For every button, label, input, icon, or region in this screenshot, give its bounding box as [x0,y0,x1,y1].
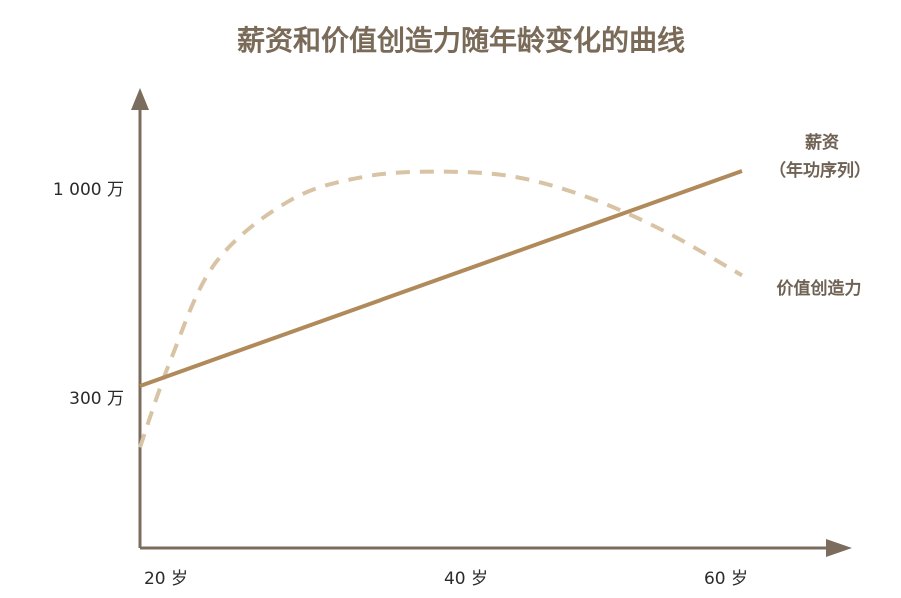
y-tick-label-1000: 1 000 万 [53,180,124,200]
x-tick-label-20: 20 岁 [144,569,188,589]
y-tick-label-300: 300 万 [69,389,124,409]
plot-area: 1 000 万 300 万 20 岁 40 岁 60 岁 薪资 （年功序列） 价… [53,88,871,589]
x-axis-arrow-icon [826,539,852,557]
chart-title: 薪资和价值创造力随年龄变化的曲线 [237,24,685,57]
series-salary-line [139,169,743,388]
series-label-salary: 薪资 [805,132,839,153]
x-tick-label-40: 40 岁 [444,569,488,589]
series-label-salary-sub: （年功序列） [769,160,871,181]
y-axis-arrow-icon [131,88,149,110]
x-tick-label-60: 60 岁 [704,569,748,589]
series-label-value-creation: 价值创造力 [777,278,862,299]
series-value-creation-line [138,169,743,449]
